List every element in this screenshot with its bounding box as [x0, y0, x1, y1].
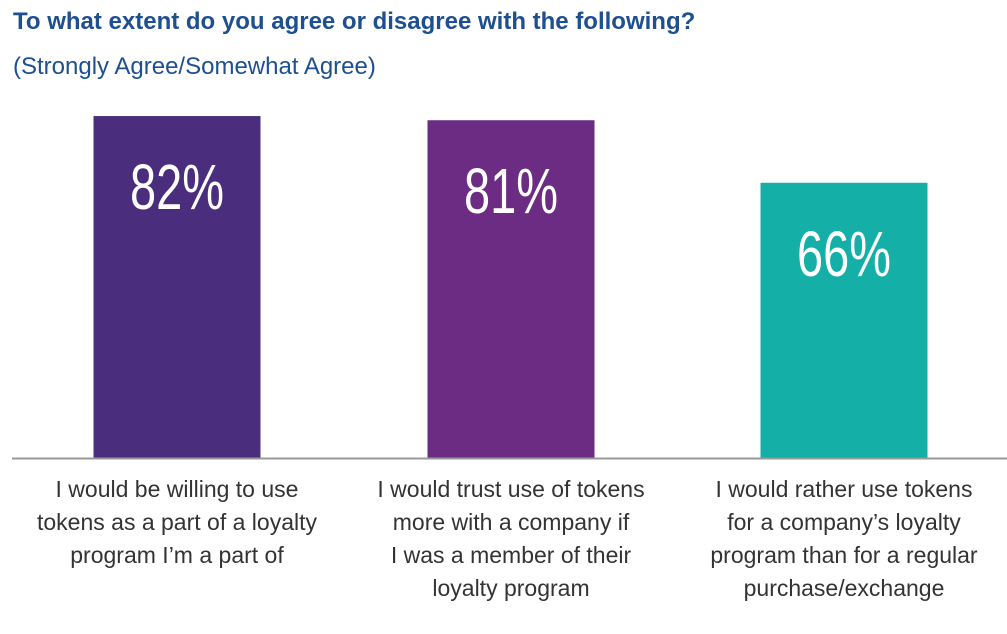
bar-value-label-2: 81%: [464, 155, 558, 227]
category-label-2: I would trust use of tokens more with a c…: [377, 476, 644, 601]
bar-value-label-3: 66%: [797, 218, 891, 290]
bar-3: [760, 182, 928, 458]
chart-subtitle: (Strongly Agree/Somewhat Agree): [13, 53, 376, 80]
bar-1: [93, 116, 261, 458]
bar-value-label-1: 82%: [130, 151, 224, 223]
bar-2: [427, 120, 595, 458]
category-label-3: I would rather use tokens for a company’s…: [710, 476, 978, 601]
category-label-1: I would be willing to use tokens as a par…: [37, 476, 317, 568]
chart-title: To what extent do you agree or disagree …: [13, 8, 696, 35]
